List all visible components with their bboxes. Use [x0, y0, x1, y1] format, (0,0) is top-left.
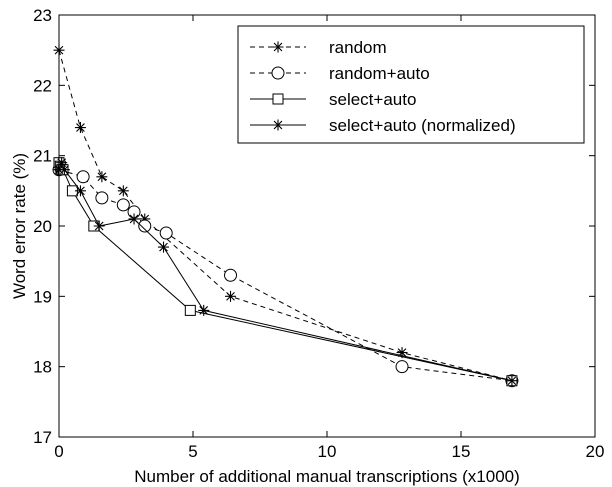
- data-point: [159, 226, 173, 240]
- legend-entry-2: random+auto: [250, 64, 430, 83]
- series-line: [58, 169, 512, 382]
- legend-marker: [272, 41, 284, 53]
- y-tick-label: 20: [33, 217, 52, 236]
- y-tick-label: 17: [33, 428, 52, 447]
- legend-entry-4: select+auto (normalized): [250, 116, 516, 135]
- data-point: [158, 241, 170, 253]
- x-tick-label: 0: [54, 442, 63, 461]
- legend-label: random+auto: [329, 64, 430, 83]
- data-point: [138, 219, 152, 233]
- data-point: [117, 185, 129, 197]
- data-point: [395, 360, 409, 374]
- data-point: [184, 304, 196, 316]
- legend: random random+auto select+auto select+auto …: [237, 25, 585, 144]
- x-tick-label: 5: [188, 442, 197, 461]
- data-layer: [52, 44, 519, 388]
- legend-entry-1: random: [250, 38, 387, 57]
- x-tick-label: 15: [452, 442, 471, 461]
- series-line: [58, 50, 513, 382]
- data-point: [96, 171, 108, 183]
- y-tick-label: 19: [33, 287, 52, 306]
- legend-marker: [272, 93, 284, 105]
- data-point: [74, 185, 86, 197]
- data-point: [225, 290, 237, 302]
- y-tick-label: 21: [33, 147, 52, 166]
- data-point: [116, 198, 130, 212]
- data-point: [74, 122, 86, 134]
- legend-label: random: [329, 38, 387, 57]
- plot-frame: [58, 14, 596, 438]
- data-point: [198, 304, 210, 316]
- data-point: [93, 220, 105, 232]
- data-point: [76, 170, 90, 184]
- data-point: [506, 375, 518, 387]
- legend-label: select+auto (normalized): [329, 116, 516, 135]
- series-2: [52, 163, 519, 388]
- legend-box: [237, 25, 585, 144]
- legend-label: select+auto: [329, 90, 416, 109]
- data-point: [224, 268, 238, 282]
- x-tick-label: 10: [318, 442, 337, 461]
- legend-marker: [271, 66, 285, 80]
- data-point: [139, 213, 151, 225]
- data-point: [396, 347, 408, 359]
- y-axis-label: Word error rate (%): [10, 153, 29, 299]
- y-tick-label: 23: [33, 6, 52, 25]
- data-point: [128, 213, 140, 225]
- ticks-layer: 0 5 10 15 20 17 18 19 20 21 22 23: [33, 6, 604, 461]
- y-tick-label: 18: [33, 358, 52, 377]
- data-point: [58, 164, 70, 176]
- legend-marker: [272, 119, 284, 131]
- data-point: [56, 157, 68, 169]
- x-axis-label: Number of additional manual transcriptio…: [134, 467, 520, 486]
- x-tick-label: 20: [586, 442, 605, 461]
- legend-entry-3: select+auto: [250, 90, 416, 109]
- data-point: [95, 191, 109, 205]
- y-tick-label: 22: [33, 76, 52, 95]
